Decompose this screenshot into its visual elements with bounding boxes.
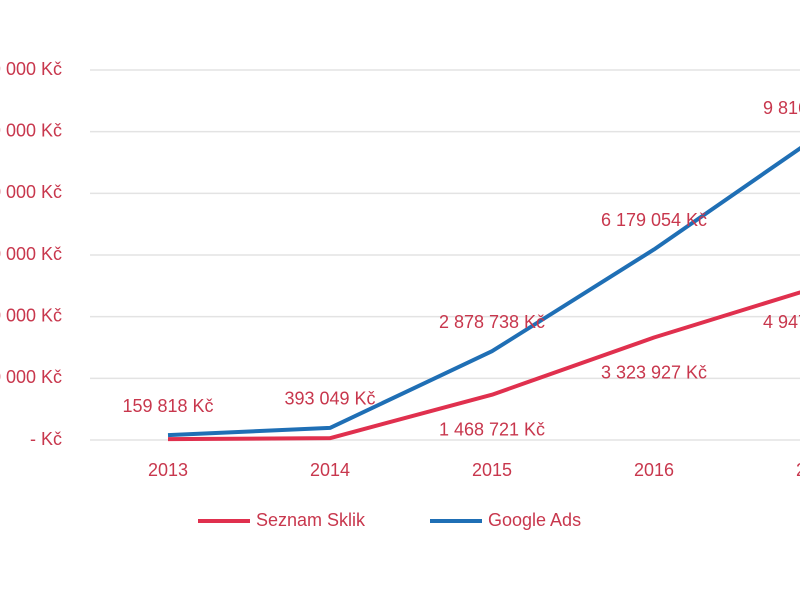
series-line bbox=[167, 290, 800, 442]
x-tick-label: 2015 bbox=[472, 460, 512, 480]
data-label: 4 947 000 Kč bbox=[763, 312, 800, 332]
series-line bbox=[167, 145, 800, 438]
x-tick-label: 2013 bbox=[148, 460, 188, 480]
y-tick-label: 4 000 000 Kč bbox=[0, 305, 62, 325]
data-label: 393 049 Kč bbox=[284, 389, 375, 409]
x-tick-label: 2017 bbox=[796, 460, 800, 480]
y-tick-label: - Kč bbox=[30, 429, 62, 449]
data-label: 159 818 Kč bbox=[122, 396, 213, 416]
y-tick-label: 8 000 000 Kč bbox=[0, 182, 62, 202]
legend-label: Google Ads bbox=[488, 510, 581, 530]
data-label: 1 468 721 Kč bbox=[439, 419, 545, 439]
y-tick-label: 12 000 000 Kč bbox=[0, 59, 62, 79]
y-tick-label: 2 000 000 Kč bbox=[0, 367, 62, 387]
y-tick-label: 6 000 000 Kč bbox=[0, 244, 62, 264]
data-label: 2 878 738 Kč bbox=[439, 312, 545, 332]
y-tick-label: 10 000 000 Kč bbox=[0, 120, 62, 140]
data-label: 6 179 054 Kč bbox=[601, 210, 707, 230]
x-tick-label: 2016 bbox=[634, 460, 674, 480]
x-tick-label: 2014 bbox=[310, 460, 350, 480]
legend-label: Seznam Sklik bbox=[256, 510, 366, 530]
data-label: 3 323 927 Kč bbox=[601, 362, 707, 382]
data-label: 9 816 000 Kč bbox=[763, 98, 800, 118]
